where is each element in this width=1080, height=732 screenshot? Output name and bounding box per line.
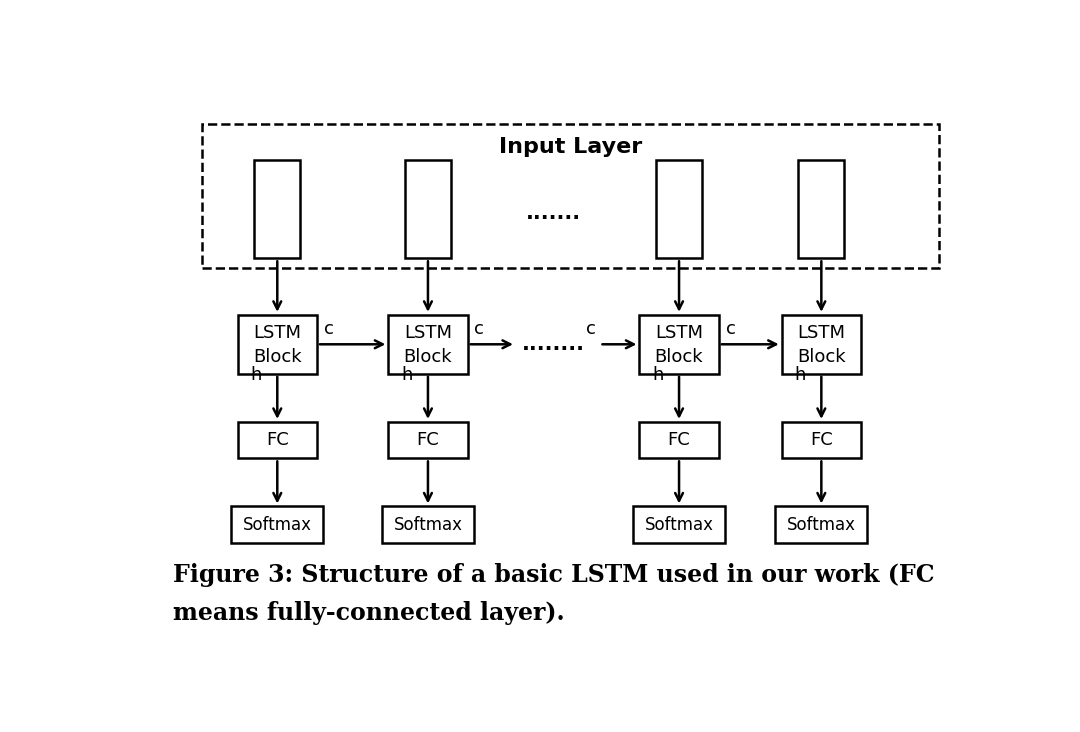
Text: Figure 3: Structure of a basic LSTM used in our work (FC: Figure 3: Structure of a basic LSTM used… <box>173 563 934 586</box>
Text: c: c <box>726 319 735 337</box>
Text: FC: FC <box>667 431 690 449</box>
FancyBboxPatch shape <box>782 315 861 374</box>
Text: FC: FC <box>266 431 288 449</box>
Text: means fully-connected layer).: means fully-connected layer). <box>173 601 564 625</box>
Text: c: c <box>474 319 484 337</box>
Text: ........: ........ <box>522 335 585 354</box>
FancyBboxPatch shape <box>202 124 939 268</box>
Text: h: h <box>795 366 806 384</box>
FancyBboxPatch shape <box>388 315 468 374</box>
FancyBboxPatch shape <box>382 507 474 543</box>
Text: h: h <box>251 366 262 384</box>
FancyBboxPatch shape <box>782 422 861 458</box>
Text: Block: Block <box>404 348 453 366</box>
Text: Block: Block <box>797 348 846 366</box>
FancyBboxPatch shape <box>775 507 867 543</box>
FancyBboxPatch shape <box>633 507 725 543</box>
FancyBboxPatch shape <box>238 315 318 374</box>
Text: LSTM: LSTM <box>656 324 703 342</box>
Text: FC: FC <box>417 431 440 449</box>
FancyBboxPatch shape <box>405 160 451 258</box>
FancyBboxPatch shape <box>238 422 318 458</box>
Text: c: c <box>324 319 334 337</box>
FancyBboxPatch shape <box>798 160 845 258</box>
FancyBboxPatch shape <box>231 507 323 543</box>
Text: LSTM: LSTM <box>254 324 301 342</box>
Text: LSTM: LSTM <box>797 324 846 342</box>
Text: h: h <box>652 366 664 384</box>
Text: Block: Block <box>253 348 301 366</box>
Text: LSTM: LSTM <box>404 324 451 342</box>
Text: Input Layer: Input Layer <box>499 137 642 157</box>
Text: .......: ....... <box>526 203 581 223</box>
Text: Block: Block <box>654 348 703 366</box>
Text: c: c <box>586 319 596 337</box>
FancyBboxPatch shape <box>639 315 719 374</box>
FancyBboxPatch shape <box>388 422 468 458</box>
FancyBboxPatch shape <box>254 160 300 258</box>
Text: FC: FC <box>810 431 833 449</box>
FancyBboxPatch shape <box>639 422 719 458</box>
Text: Softmax: Softmax <box>393 515 462 534</box>
FancyBboxPatch shape <box>656 160 702 258</box>
Text: Softmax: Softmax <box>243 515 312 534</box>
Text: Softmax: Softmax <box>787 515 855 534</box>
Text: Softmax: Softmax <box>645 515 714 534</box>
Text: h: h <box>402 366 413 384</box>
